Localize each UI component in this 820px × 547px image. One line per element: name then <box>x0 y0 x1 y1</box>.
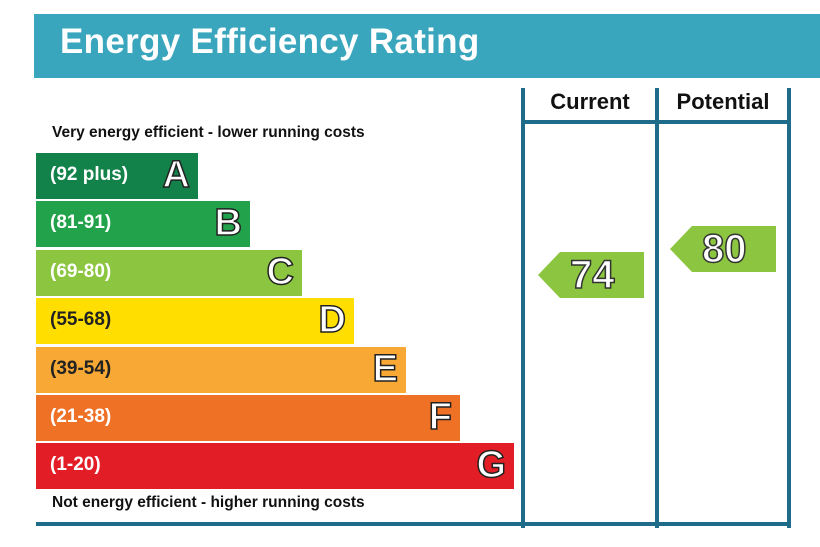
band-range-label: (39-54) <box>50 357 112 379</box>
chart-title: Energy Efficiency Rating <box>60 22 480 61</box>
band-letter-label: D <box>318 299 347 342</box>
band-range-label: (55-68) <box>50 309 112 331</box>
band-letter-label: G <box>476 444 507 487</box>
title-bar: Energy Efficiency Rating <box>34 14 820 78</box>
band-range-label: (92 plus) <box>50 164 129 185</box>
bottom-note: Not energy efficient - higher running co… <box>52 494 365 511</box>
band-letter-label: E <box>372 347 399 390</box>
band-range-label: (1-20) <box>50 454 101 476</box>
band-d: (55-68) D <box>36 298 354 345</box>
frame-line-middle <box>655 88 659 528</box>
band-e: (39-54) E <box>36 346 406 393</box>
frame-line-left <box>521 88 525 528</box>
band-c: (69-80) C <box>36 249 302 296</box>
frame-line-right <box>787 88 791 528</box>
potential-arrow-shape <box>670 225 776 272</box>
band-b: (81-91) B <box>36 201 250 248</box>
current-rating-arrow: 74 <box>538 251 644 298</box>
band-letter-label: C <box>266 250 295 293</box>
potential-rating-arrow: 80 <box>670 225 776 272</box>
band-letter-label: A <box>162 154 191 196</box>
current-column-header: Current <box>550 89 630 114</box>
frame-bottom-line <box>36 522 791 526</box>
current-arrow-shape <box>538 251 644 298</box>
header-underline <box>521 120 791 124</box>
band-range-label: (69-80) <box>50 260 112 282</box>
current-rating-value: 74 <box>569 252 615 298</box>
band-range-label: (21-38) <box>50 406 112 427</box>
band-letter-label: B <box>214 202 243 245</box>
band-f: (21-38) F <box>36 395 460 441</box>
band-g: (1-20) G <box>36 443 514 490</box>
top-note: Very energy efficient - lower running co… <box>52 124 365 141</box>
band-range-label: (81-91) <box>50 212 112 234</box>
band-a: (92 plus) A <box>36 153 198 199</box>
potential-rating-value: 80 <box>701 226 747 272</box>
band-letter-label: F <box>428 396 453 438</box>
potential-column-header: Potential <box>676 89 770 114</box>
